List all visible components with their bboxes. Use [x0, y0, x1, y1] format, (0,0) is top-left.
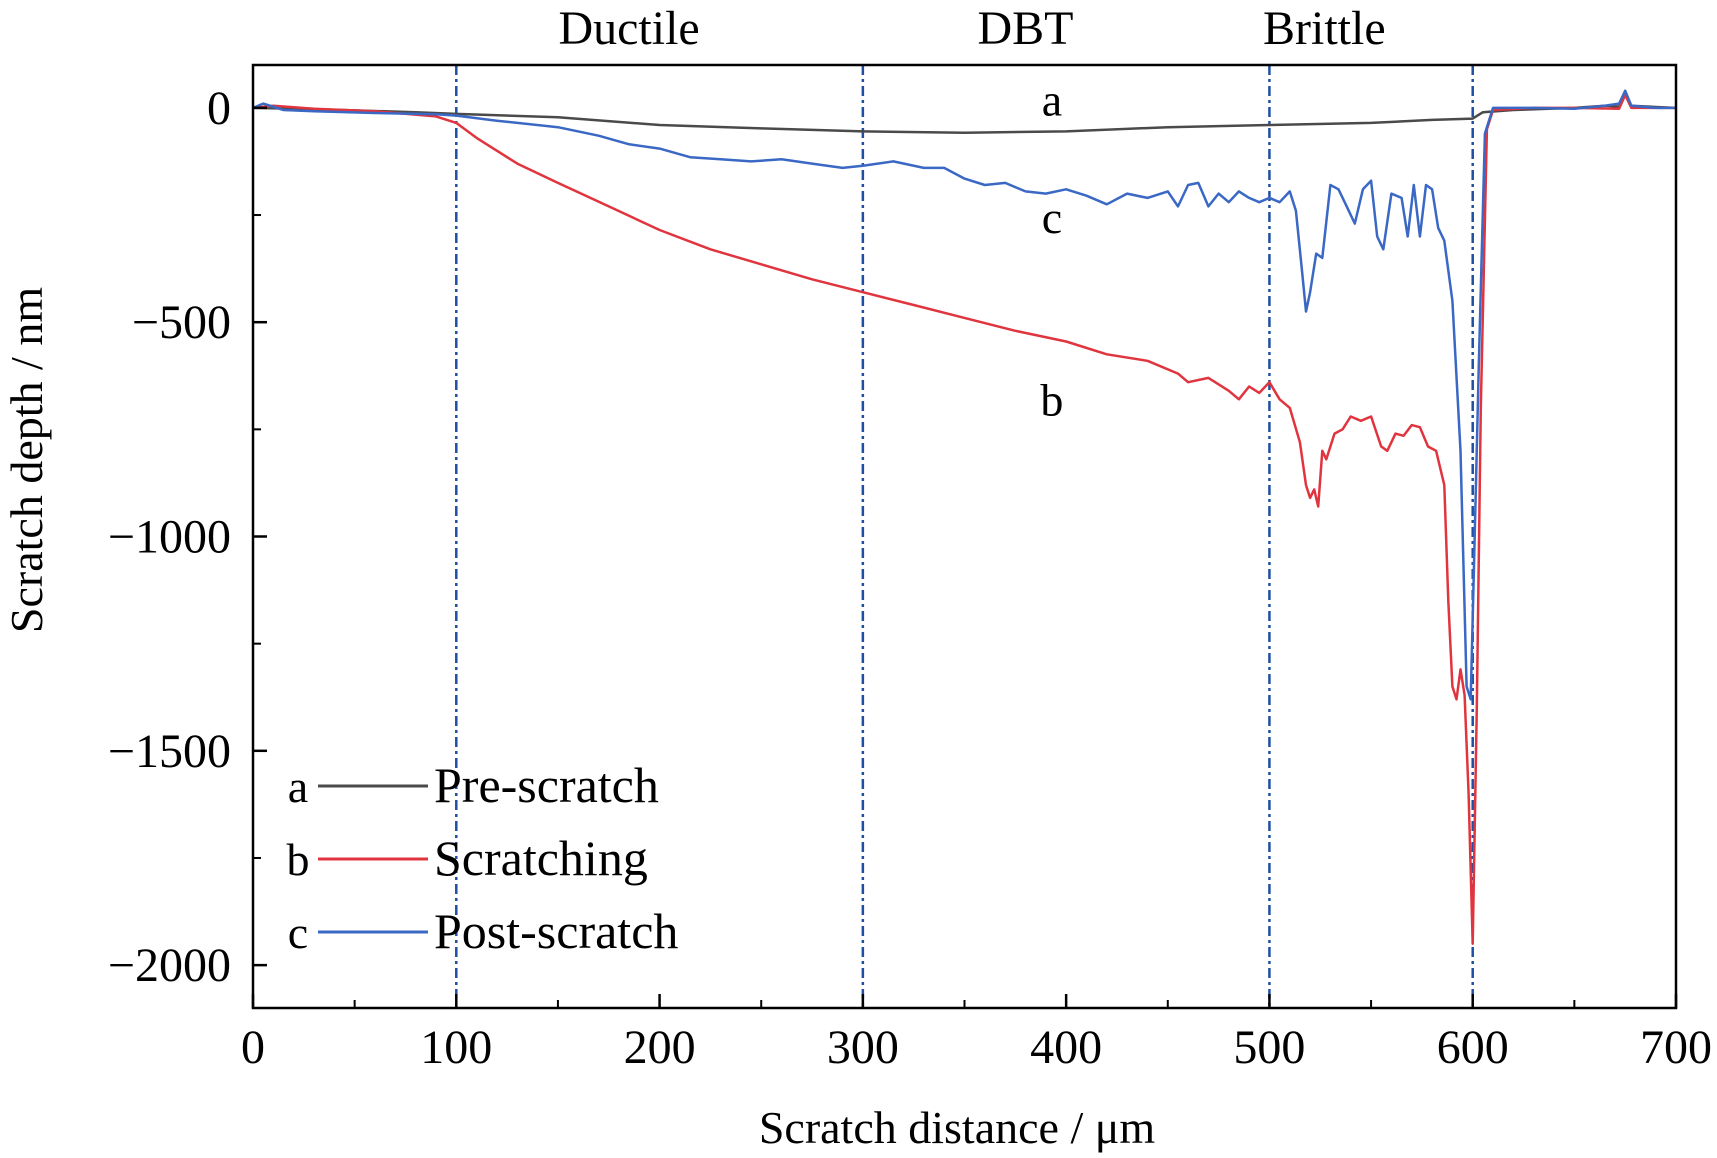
x-tick-label: 100 — [420, 1021, 492, 1074]
legend-label: Scratching — [434, 830, 648, 886]
x-axis-label: Scratch distance / μm — [759, 1102, 1156, 1153]
y-tick-label: −500 — [132, 296, 231, 349]
y-tick-labels: 0 −500 −1000 −1500 −2000 — [108, 82, 231, 992]
x-tick-label: 500 — [1233, 1021, 1305, 1074]
y-tick-label: −2000 — [108, 939, 231, 992]
y-tick-label: 0 — [207, 82, 231, 135]
legend-label: Post-scratch — [434, 903, 678, 959]
x-tick-label: 400 — [1030, 1021, 1102, 1074]
curve-label: b — [1040, 374, 1063, 425]
x-tick-labels: 0 100 200 300 400 500 600 700 — [241, 1021, 1712, 1074]
legend-key-letter: b — [287, 834, 310, 885]
region-label: DBT — [977, 2, 1073, 55]
curve-label: c — [1042, 192, 1062, 243]
legend-key-letter: a — [288, 761, 308, 812]
x-tick-label: 200 — [624, 1021, 696, 1074]
region-dividers — [455, 65, 1474, 1008]
axis-ticks — [251, 106, 1678, 1008]
series-line-c — [252, 89, 1676, 701]
region-labels: Ductile DBT Brittle — [558, 2, 1385, 55]
curve-labels: a c b — [1040, 74, 1063, 425]
legend: a Pre-scratch b Scratching c Post-scratch — [287, 757, 679, 959]
x-tick-label: 700 — [1640, 1021, 1712, 1074]
y-tick-label: −1000 — [108, 511, 231, 564]
y-tick-label: −1500 — [108, 725, 231, 778]
curve-label: a — [1042, 74, 1062, 125]
x-tick-label: 300 — [827, 1021, 899, 1074]
series-lines — [252, 89, 1677, 945]
x-tick-label: 600 — [1437, 1021, 1509, 1074]
x-tick-label: 0 — [241, 1021, 265, 1074]
region-label: Ductile — [558, 2, 699, 55]
series-line-b — [252, 93, 1676, 945]
y-axis-label: Scratch depth / nm — [1, 287, 52, 633]
legend-key-letter: c — [288, 907, 308, 958]
legend-label: Pre-scratch — [434, 757, 659, 813]
series-line-a — [252, 91, 1677, 134]
region-label: Brittle — [1263, 2, 1386, 55]
